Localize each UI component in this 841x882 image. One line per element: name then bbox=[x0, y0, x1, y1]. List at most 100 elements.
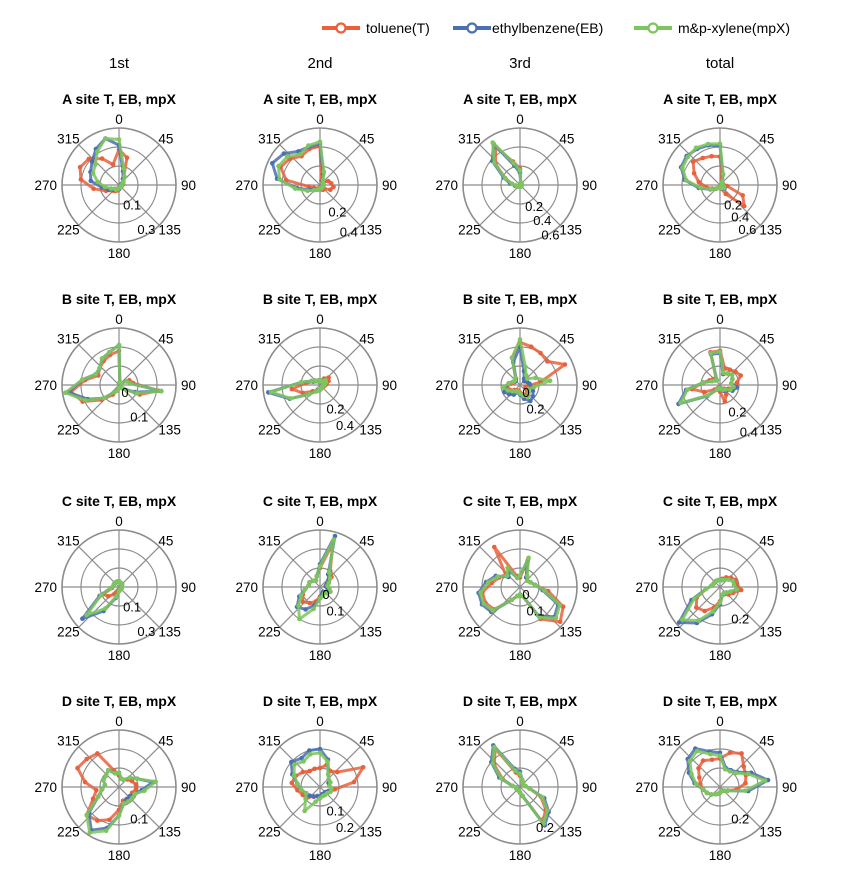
angle-label-225: 225 bbox=[458, 222, 481, 237]
legend-label: toluene(T) bbox=[366, 20, 430, 36]
series-point bbox=[134, 776, 140, 781]
series-point bbox=[133, 787, 139, 792]
series-point bbox=[289, 780, 295, 786]
angle-label-135: 135 bbox=[559, 222, 582, 237]
series-point bbox=[116, 770, 122, 776]
series-point bbox=[298, 593, 304, 598]
series-point bbox=[731, 384, 736, 390]
angle-label-225: 225 bbox=[658, 422, 681, 437]
series-point bbox=[515, 593, 520, 599]
series-point bbox=[685, 154, 690, 160]
series-point bbox=[532, 582, 538, 588]
series-point bbox=[490, 761, 496, 766]
series-point bbox=[524, 376, 530, 382]
series-point bbox=[325, 759, 330, 764]
series-point bbox=[108, 186, 114, 191]
series-point bbox=[528, 580, 533, 585]
angle-label-180: 180 bbox=[108, 246, 131, 261]
series-point bbox=[738, 373, 743, 378]
legend-label: m&p-xylene(mpX) bbox=[678, 20, 790, 36]
series-point bbox=[517, 337, 523, 342]
grid-spoke bbox=[118, 184, 160, 226]
grid-spoke bbox=[118, 384, 160, 426]
series-point bbox=[678, 400, 683, 406]
angle-label-180: 180 bbox=[509, 246, 532, 261]
column-header-3rd: 3rd bbox=[509, 55, 531, 72]
series-point bbox=[693, 145, 699, 151]
polar-panel-3-3: C site T, EB, mpX0459013518022527031500.… bbox=[435, 493, 597, 663]
series-point bbox=[313, 389, 319, 394]
series-point bbox=[317, 750, 323, 756]
series-point bbox=[708, 751, 713, 757]
series-point bbox=[523, 783, 528, 789]
series-point bbox=[717, 141, 723, 146]
angle-label-135: 135 bbox=[359, 222, 382, 237]
series-point bbox=[734, 385, 740, 390]
series-point bbox=[506, 381, 512, 386]
series-point bbox=[512, 768, 518, 773]
series-point bbox=[762, 778, 768, 783]
series-point bbox=[313, 799, 319, 804]
grid-spoke bbox=[319, 144, 361, 186]
series-point bbox=[525, 394, 530, 400]
series-point bbox=[739, 751, 744, 756]
series-point bbox=[513, 375, 518, 381]
series-point bbox=[700, 787, 706, 792]
series-point bbox=[88, 178, 94, 184]
polar-panel-2-4: B site T, EB, mpX 0 45 90 135 180 225 270 315 0.2… bbox=[635, 291, 797, 461]
series-point bbox=[99, 356, 105, 361]
angle-label-315: 315 bbox=[57, 132, 80, 147]
series-point bbox=[504, 573, 510, 579]
angle-label-225: 225 bbox=[57, 624, 80, 639]
angle-label-180: 180 bbox=[509, 446, 532, 461]
angle-label-90: 90 bbox=[782, 178, 797, 193]
radial-tick-label: 0.1 bbox=[326, 603, 344, 618]
grid-spoke bbox=[519, 184, 561, 226]
angle-label-315: 315 bbox=[258, 132, 281, 147]
series-point bbox=[691, 596, 697, 602]
angle-label-180: 180 bbox=[108, 848, 131, 863]
panel-title: B site T, EB, mpX bbox=[263, 291, 378, 307]
series-point bbox=[95, 179, 101, 185]
series-point bbox=[520, 793, 525, 799]
angle-label-180: 180 bbox=[309, 648, 332, 663]
angle-label-270: 270 bbox=[34, 580, 57, 595]
series-point bbox=[680, 165, 685, 171]
radial-tick-label: 0.6 bbox=[738, 222, 756, 237]
series-point bbox=[307, 600, 313, 606]
radial-tick-label: 0.3 bbox=[137, 222, 155, 237]
legend-marker bbox=[647, 22, 659, 34]
radial-tick-label: 0.2 bbox=[336, 820, 354, 835]
series-point bbox=[709, 757, 715, 762]
series-point bbox=[99, 787, 105, 792]
series-point bbox=[291, 762, 297, 767]
angle-label-270: 270 bbox=[34, 780, 57, 795]
series-point bbox=[727, 367, 733, 373]
series-point bbox=[502, 175, 508, 181]
series-point bbox=[334, 769, 340, 775]
series-point bbox=[317, 765, 323, 771]
radial-tick-label: 0.2 bbox=[724, 197, 742, 212]
grid-spoke bbox=[118, 344, 160, 386]
series-point bbox=[122, 174, 127, 179]
series-point bbox=[124, 155, 130, 160]
series-point bbox=[125, 799, 131, 804]
series-point bbox=[547, 378, 553, 384]
angle-label-315: 315 bbox=[458, 534, 481, 549]
series-point bbox=[734, 587, 740, 592]
series-point bbox=[295, 781, 300, 787]
legend-entry-T: toluene(T) bbox=[322, 20, 430, 36]
grid-spoke bbox=[78, 344, 120, 386]
series-point bbox=[721, 370, 726, 376]
series-point bbox=[129, 795, 135, 801]
angle-label-270: 270 bbox=[635, 178, 658, 193]
radial-tick-label: 0.2 bbox=[731, 812, 749, 827]
radial-tick-label: 0.1 bbox=[130, 812, 148, 827]
series-point bbox=[129, 778, 135, 784]
angle-label-45: 45 bbox=[359, 332, 374, 347]
grid-spoke bbox=[279, 344, 321, 386]
radial-tick-label: 0 bbox=[322, 587, 329, 602]
polar-panel-3-4: C site T, EB, mpX 0 45 90 135 180 225 270 315 0.2 bbox=[635, 493, 797, 663]
series-point bbox=[722, 399, 728, 404]
